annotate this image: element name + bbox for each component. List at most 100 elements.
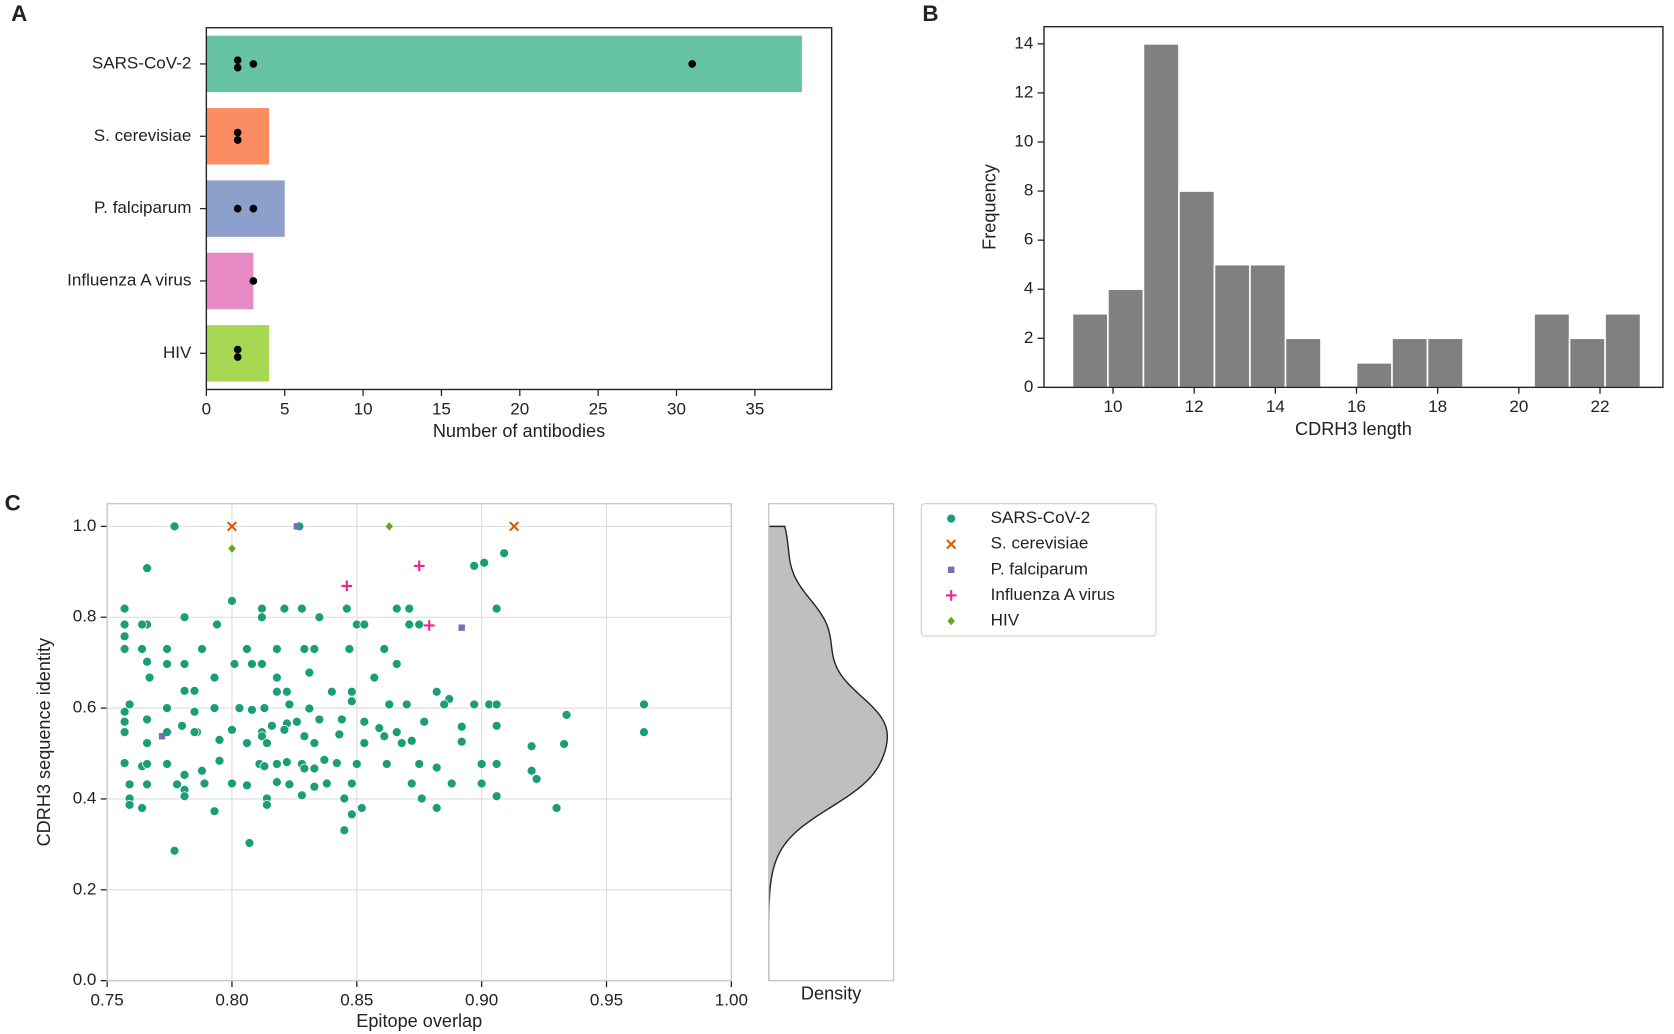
- scatter-point: [227, 596, 237, 606]
- scatter-point: [272, 777, 282, 787]
- y-tick-label: 4: [1024, 279, 1034, 298]
- scatter-point: [344, 644, 355, 654]
- scatter-point: [479, 557, 490, 568]
- x-tick-label: 0.90: [465, 990, 498, 1009]
- scatter-point: [559, 739, 569, 749]
- scatter-point: [162, 659, 172, 669]
- x-axis-label: Epitope overlap: [356, 1011, 482, 1031]
- axes-frame: [106, 502, 733, 982]
- scatter-point: [119, 727, 130, 738]
- scatter-point: [416, 793, 427, 804]
- scatter-point: [158, 733, 166, 740]
- scatter-point: [359, 619, 370, 630]
- scatter-point: [299, 644, 310, 654]
- x-tick-label: 0.80: [215, 990, 248, 1009]
- x-tick-label: 25: [589, 399, 608, 418]
- scatter-point: [142, 563, 152, 574]
- scatter-point: [179, 791, 190, 802]
- scatter-point: [214, 735, 225, 745]
- scatter-point: [401, 699, 412, 710]
- x-tick-label: 0.95: [590, 990, 623, 1009]
- scatter-point: [228, 544, 236, 553]
- scatter-point: [456, 736, 467, 747]
- legend-marker: [946, 539, 957, 550]
- density-area: [768, 526, 888, 981]
- x-axis-label: CDRH3 length: [1295, 419, 1412, 439]
- y-tick-label: 6: [1024, 230, 1034, 249]
- scatter-point: [162, 644, 172, 654]
- scatter-point: [293, 523, 301, 530]
- bar: [206, 252, 254, 310]
- x-tick-label: 10: [1104, 397, 1123, 416]
- histogram-bar: [1426, 337, 1464, 389]
- x-tick-label: 14: [1266, 397, 1285, 416]
- axes-frame: [1043, 25, 1664, 389]
- scatter-point: [189, 706, 200, 717]
- category-label: SARS-CoV-2: [92, 53, 192, 72]
- scatter-point: [439, 699, 450, 710]
- scatter-point: [279, 725, 290, 735]
- scatter-point: [469, 561, 480, 571]
- scatter-point: [359, 738, 370, 748]
- scatter-point: [346, 778, 357, 789]
- scatter-point: [142, 714, 152, 725]
- scatter-point: [476, 778, 487, 789]
- scatter-point: [189, 727, 200, 738]
- scatter-point: [179, 685, 190, 696]
- scatter-point: [297, 603, 307, 614]
- scatter-point: [257, 603, 267, 614]
- scatter-point: [469, 699, 480, 710]
- strip-point: [233, 136, 242, 144]
- scatter-point: [406, 735, 417, 746]
- scatter-point: [446, 778, 457, 789]
- scatter-point: [119, 603, 130, 614]
- scatter-point: [209, 806, 220, 817]
- scatter-point: [431, 686, 442, 697]
- scatter-point: [336, 714, 347, 725]
- scatter-point: [272, 644, 282, 654]
- scatter-point: [396, 738, 407, 748]
- x-tick-label: 15: [432, 399, 451, 418]
- scatter-point: [346, 696, 357, 707]
- scatter-point: [227, 725, 237, 735]
- histogram-bar: [1284, 337, 1322, 389]
- legend-label: S. cerevisiae: [991, 534, 1089, 553]
- scatter-point: [385, 522, 394, 531]
- scatter-point: [639, 727, 649, 738]
- scatter-point: [491, 759, 502, 769]
- scatter-point: [299, 763, 310, 774]
- scatter-point: [259, 761, 270, 772]
- histogram-bar: [1213, 263, 1251, 389]
- legend-label: Influenza A virus: [991, 585, 1115, 604]
- panel-label: A: [11, 1, 27, 26]
- scatter-point: [119, 758, 130, 768]
- scatter-point: [179, 659, 190, 669]
- strip-point: [249, 204, 258, 213]
- scatter-point: [346, 686, 357, 697]
- bar: [206, 35, 802, 93]
- scatter-point: [314, 714, 325, 725]
- scatter-point: [309, 644, 320, 654]
- y-tick-label: 0.8: [73, 607, 97, 626]
- scatter-point: [369, 672, 380, 683]
- scatter-point: [391, 659, 402, 669]
- scatter-point: [351, 759, 362, 769]
- scatter-point: [142, 779, 152, 790]
- scatter-point: [272, 686, 282, 697]
- bar: [206, 180, 285, 237]
- strip-point: [233, 56, 242, 65]
- scatter-point: [526, 765, 537, 776]
- scatter-point: [279, 603, 290, 614]
- x-tick-label: 20: [1509, 397, 1528, 416]
- scatter-point: [144, 672, 155, 683]
- strip-point: [233, 128, 242, 137]
- scatter-point: [384, 699, 395, 710]
- histogram-bar: [1249, 263, 1287, 389]
- scatter-point: [404, 603, 415, 614]
- y-tick-label: 8: [1024, 181, 1034, 200]
- scatter-point: [242, 780, 252, 791]
- scatter-point: [419, 716, 430, 727]
- scatter-point: [414, 619, 425, 630]
- scatter-point: [359, 716, 370, 727]
